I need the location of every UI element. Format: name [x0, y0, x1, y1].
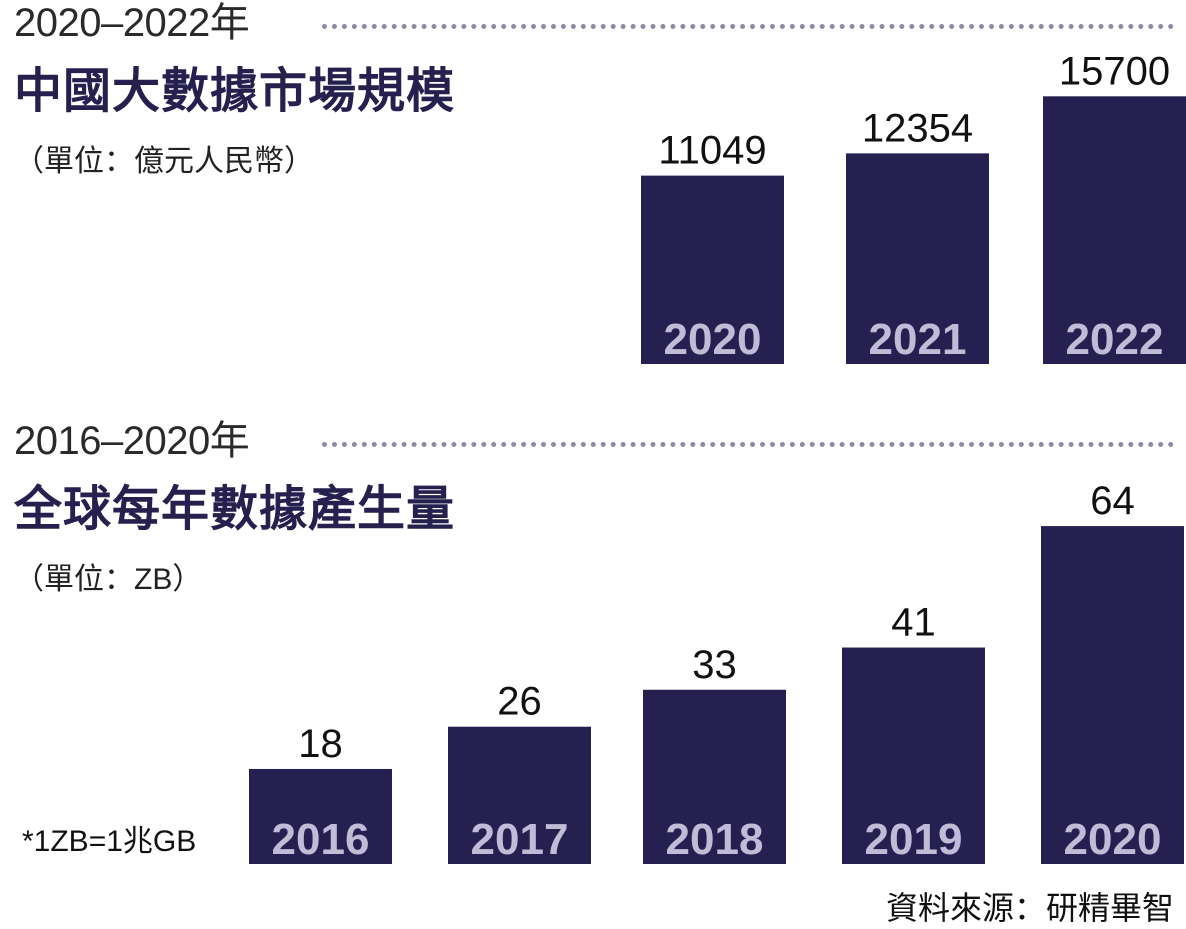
- period-label: 2016–2020年: [14, 419, 250, 463]
- bar-2019: [842, 647, 985, 864]
- category-label: 2022: [1066, 315, 1164, 364]
- chart-section-china-market: 2020–2022年 中國大數據市場規模 （單位：億元人民幣） 2020 1104…: [0, 0, 1186, 380]
- bar-2016: [249, 768, 392, 864]
- chart-title: 中國大數據市場規模: [14, 65, 456, 118]
- value-label: 18: [298, 722, 343, 766]
- unit-label: （單位：億元人民幣）: [14, 145, 314, 178]
- bar-2021: [846, 153, 989, 364]
- bar-2022: [1043, 96, 1186, 364]
- value-label: 33: [692, 643, 737, 687]
- bar-2020: [641, 175, 784, 364]
- bar-chart-global-data: 2016 18 2017 26 2018 33 2019 41 2020 64: [249, 479, 1184, 864]
- category-label: 2018: [666, 815, 764, 864]
- value-label: 11049: [658, 129, 766, 173]
- category-label: 2017: [471, 815, 569, 864]
- bar-2018: [643, 689, 786, 864]
- bar-chart-china-market: 2020 11049 2021 12354 2022 15700: [641, 49, 1186, 364]
- unit-label: （單位：ZB）: [14, 563, 203, 596]
- source-label: 資料來源：研精畢智: [885, 890, 1174, 926]
- value-label: 26: [497, 680, 542, 724]
- value-label: 12354: [862, 106, 973, 150]
- bar-2020: [1041, 526, 1184, 864]
- period-label: 2020–2022年: [14, 1, 250, 45]
- dotted-divider: [322, 442, 1174, 447]
- chart-section-global-data: 2016–2020年 全球每年數據產生量 （單位：ZB） 2016 18 2017 2…: [0, 418, 1186, 878]
- value-label: 41: [891, 601, 936, 645]
- category-label: 2020: [1064, 815, 1162, 864]
- value-label: 64: [1090, 479, 1135, 523]
- category-label: 2016: [272, 815, 370, 864]
- value-label: 15700: [1059, 49, 1170, 93]
- category-label: 2019: [865, 815, 963, 864]
- footnote: *1ZB=1兆GB: [22, 825, 197, 858]
- dotted-divider: [322, 24, 1174, 29]
- bar-2017: [448, 726, 591, 864]
- chart-title: 全球每年數據產生量: [14, 483, 456, 536]
- category-label: 2021: [869, 315, 967, 364]
- category-label: 2020: [664, 315, 762, 364]
